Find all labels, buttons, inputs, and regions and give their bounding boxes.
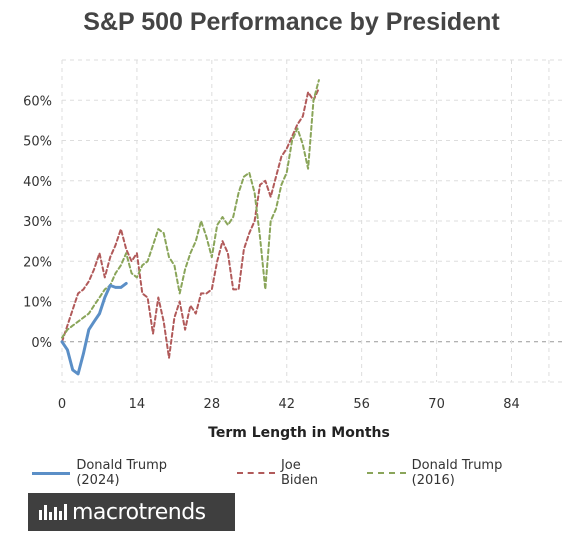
y-tick-label: 30% bbox=[23, 215, 52, 230]
legend-item-trump-2016[interactable]: Donald Trump (2016) bbox=[367, 458, 544, 488]
x-tick-label: 0 bbox=[58, 397, 66, 412]
logo-icon bbox=[39, 504, 67, 520]
legend-label-trump-2016: Donald Trump (2016) bbox=[411, 458, 503, 488]
grid-layer bbox=[61, 59, 565, 383]
y-tick-label: 60% bbox=[23, 94, 52, 109]
y-tick-label: 10% bbox=[23, 296, 52, 311]
y-tick-label: 0% bbox=[31, 336, 52, 351]
legend-label-trump-2024: Donald Trump (2024) bbox=[76, 458, 168, 488]
x-tick-label: 56 bbox=[353, 397, 370, 412]
y-tick-label: 40% bbox=[23, 175, 52, 190]
x-tick-label: 42 bbox=[278, 397, 295, 412]
series-line-joe-biden[interactable] bbox=[61, 87, 320, 359]
series-layer bbox=[60, 79, 320, 376]
legend-item-trump-2024[interactable]: Donald Trump (2024) bbox=[32, 458, 209, 488]
y-axis-ticks: 0% 10% 20% 30% 40% 50% 60% bbox=[23, 94, 52, 351]
legend-item-biden[interactable]: Joe Biden bbox=[236, 458, 340, 488]
legend-swatch-trump-2016 bbox=[367, 472, 406, 474]
legend: Donald Trump (2024) Joe Biden Donald Tru… bbox=[32, 458, 572, 488]
macrotrends-logo[interactable]: macrotrends bbox=[28, 493, 235, 531]
chart-title: S&P 500 Performance by President bbox=[83, 8, 500, 36]
series-line-donald-trump-2024[interactable] bbox=[60, 281, 128, 376]
x-axis-label: Term Length in Months bbox=[208, 425, 390, 441]
legend-label-biden: Joe Biden bbox=[280, 458, 318, 488]
x-tick-label: 28 bbox=[204, 397, 221, 412]
y-tick-label: 20% bbox=[23, 255, 52, 270]
chart-svg: 0% 10% 20% 30% 40% 50% 60% 0 14 28 42 56 70 84 Term … bbox=[23, 59, 565, 441]
x-tick-label: 14 bbox=[129, 397, 146, 412]
legend-swatch-biden bbox=[236, 472, 275, 474]
x-axis-ticks: 0 14 28 42 56 70 84 bbox=[58, 397, 520, 412]
x-tick-label: 70 bbox=[428, 397, 445, 412]
y-tick-label: 50% bbox=[23, 135, 52, 150]
logo-text: macrotrends bbox=[72, 499, 206, 525]
legend-swatch-trump-2024 bbox=[32, 471, 71, 475]
x-tick-label: 84 bbox=[503, 397, 520, 412]
series-line-donald-trump-2016[interactable] bbox=[61, 79, 320, 339]
